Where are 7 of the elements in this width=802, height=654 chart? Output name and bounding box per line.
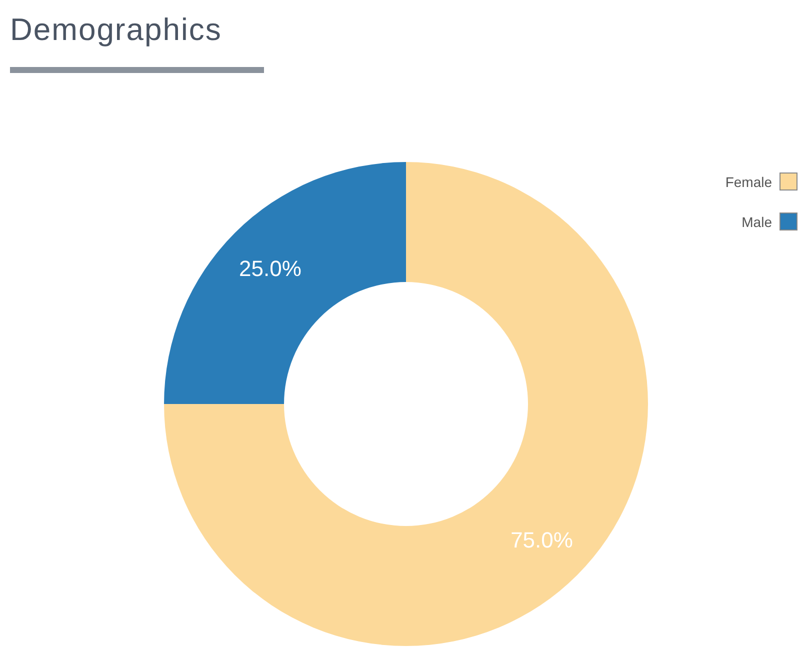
legend-label: Male	[742, 214, 772, 230]
donut-slice	[164, 162, 406, 404]
data-label: 25.0%	[239, 256, 302, 281]
chart-title: Demographics	[10, 12, 222, 47]
donut-slice	[164, 162, 648, 646]
data-label: 75.0%	[510, 527, 573, 552]
legend-label: Female	[725, 174, 772, 190]
